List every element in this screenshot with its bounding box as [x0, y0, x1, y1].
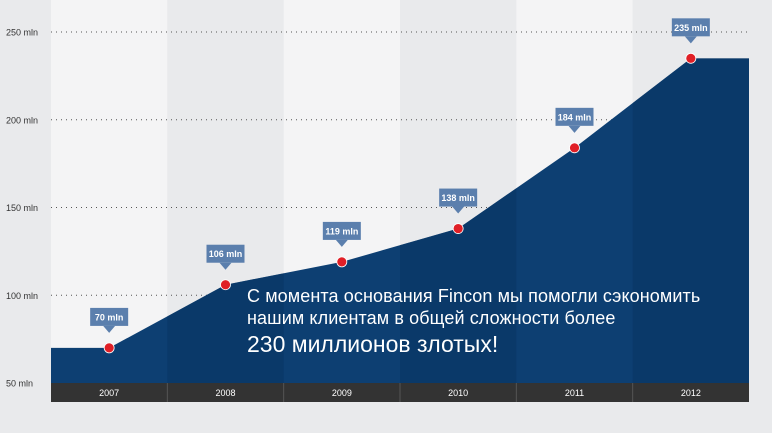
y-axis: 50 mln 100 mln 150 mln 200 mln 250 mln — [6, 28, 38, 389]
data-label-2012: 235 mln — [671, 18, 710, 44]
data-point-2010 — [452, 223, 464, 234]
data-label-2007: 70 mln — [90, 307, 129, 333]
data-label-text: 235 mln — [674, 23, 708, 33]
data-point-2007 — [103, 342, 115, 354]
y-tick-label-150: 150 mln — [6, 203, 38, 213]
y-tick-label-250: 250 mln — [6, 28, 38, 38]
y-tick-label-200: 200 mln — [6, 115, 38, 125]
x-tick-label-2007: 2007 — [99, 388, 119, 398]
data-label-2008: 106 mln — [206, 244, 245, 270]
y-tick-label-100: 100 mln — [6, 291, 38, 301]
data-label-box — [90, 307, 129, 326]
data-label-box — [206, 244, 245, 263]
data-label-text: 184 mln — [558, 112, 592, 122]
data-label-text: 119 mln — [325, 226, 358, 236]
data-point-2012 — [685, 52, 697, 64]
data-label-text: 138 mln — [441, 193, 475, 203]
data-label-box — [322, 221, 361, 240]
area-stripe-2012 — [632, 58, 749, 383]
data-label-text: 70 mln — [95, 312, 124, 322]
data-label-2009: 119 mln — [322, 221, 361, 247]
x-tick-label-2008: 2008 — [215, 388, 235, 398]
data-label-pointer — [568, 125, 581, 133]
message-highlight: 230 миллионов злотых! — [247, 331, 499, 357]
data-label-pointer — [452, 206, 465, 214]
data-point-2011 — [569, 142, 580, 154]
data-labels: 70 mln 106 mln 119 mln 138 mln 184 mln 235 ml… — [90, 18, 710, 333]
data-label-box — [671, 18, 710, 37]
x-tick-label-2011: 2011 — [565, 388, 584, 398]
data-point-2009 — [336, 256, 348, 268]
data-label-pointer — [684, 36, 697, 44]
data-label-pointer — [219, 262, 232, 270]
x-axis: 2007 2008 2009 2010 2011 2012 — [51, 383, 749, 402]
data-label-text: 106 mln — [209, 249, 243, 259]
message-line-2: нашим клиентам в общей сложности более — [247, 308, 616, 328]
data-label-box — [555, 107, 594, 126]
y-tick-label-50: 50 mln — [6, 379, 33, 389]
x-tick-label-2009: 2009 — [332, 388, 352, 398]
data-label-pointer — [335, 239, 348, 247]
data-label-2011: 184 mln — [555, 107, 594, 133]
data-points — [103, 52, 697, 354]
data-label-box — [439, 188, 478, 207]
data-label-pointer — [103, 325, 116, 333]
x-tick-label-2012: 2012 — [681, 388, 701, 398]
data-point-2008 — [220, 279, 231, 291]
message-line-1: С момента основания Fincon мы помогли сэ… — [247, 286, 701, 306]
data-label-2010: 138 mln — [439, 188, 478, 214]
savings-message: С момента основания Fincon мы помогли сэ… — [247, 285, 757, 358]
x-tick-label-2010: 2010 — [448, 388, 468, 398]
